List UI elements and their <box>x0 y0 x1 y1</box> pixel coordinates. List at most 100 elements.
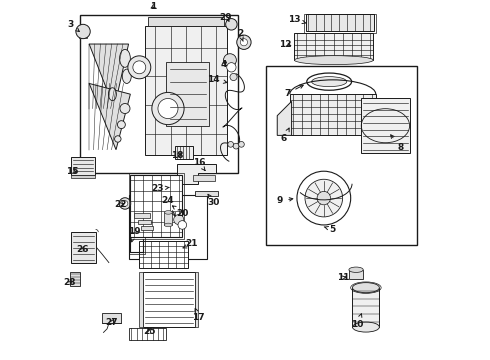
Bar <box>134 213 150 218</box>
Polygon shape <box>277 102 292 135</box>
Bar <box>143 271 195 327</box>
Bar <box>139 271 143 327</box>
Text: 14: 14 <box>207 75 227 84</box>
Ellipse shape <box>349 267 363 273</box>
Text: 28: 28 <box>63 279 75 288</box>
Bar <box>138 220 151 224</box>
Text: 23: 23 <box>151 184 169 193</box>
Bar <box>139 241 188 268</box>
Text: 24: 24 <box>161 197 175 216</box>
Bar <box>164 212 172 225</box>
Circle shape <box>230 73 237 81</box>
Bar <box>71 175 95 178</box>
Text: 19: 19 <box>128 226 141 242</box>
Circle shape <box>227 63 236 72</box>
Circle shape <box>226 19 237 30</box>
Circle shape <box>152 93 184 125</box>
Bar <box>130 175 182 238</box>
Text: 26: 26 <box>76 245 89 254</box>
Circle shape <box>239 141 245 147</box>
Bar <box>128 194 207 259</box>
Bar <box>141 226 152 230</box>
Ellipse shape <box>312 77 347 87</box>
Text: 27: 27 <box>105 318 118 327</box>
Circle shape <box>228 141 234 147</box>
Bar <box>79 32 87 37</box>
Bar <box>128 173 184 239</box>
Polygon shape <box>177 164 217 184</box>
Circle shape <box>133 61 146 74</box>
Bar <box>267 66 417 245</box>
Text: 18: 18 <box>172 151 184 160</box>
Circle shape <box>158 99 178 118</box>
Circle shape <box>237 35 251 49</box>
Ellipse shape <box>164 211 172 214</box>
Text: 2: 2 <box>237 30 244 41</box>
Bar <box>306 14 374 31</box>
Circle shape <box>173 215 184 225</box>
Text: 21: 21 <box>183 239 198 248</box>
Circle shape <box>128 56 151 79</box>
Circle shape <box>297 171 351 225</box>
Bar <box>362 98 410 153</box>
Text: 15: 15 <box>66 167 78 176</box>
Circle shape <box>317 192 331 205</box>
Bar <box>145 26 227 155</box>
Text: 5: 5 <box>324 225 336 234</box>
Text: 16: 16 <box>193 158 205 171</box>
Ellipse shape <box>294 56 373 65</box>
Text: 4: 4 <box>220 60 227 69</box>
Bar <box>193 175 215 181</box>
Bar <box>195 190 218 196</box>
Text: 22: 22 <box>114 200 126 209</box>
Ellipse shape <box>115 136 121 142</box>
Bar <box>352 288 379 327</box>
Circle shape <box>305 179 343 217</box>
Circle shape <box>76 24 90 39</box>
Ellipse shape <box>120 49 130 67</box>
Circle shape <box>240 39 247 46</box>
Ellipse shape <box>108 88 117 101</box>
Bar <box>290 94 376 135</box>
Text: 25: 25 <box>143 327 156 336</box>
Text: 8: 8 <box>391 135 404 152</box>
Ellipse shape <box>352 322 379 332</box>
Bar <box>148 17 223 26</box>
Text: 29: 29 <box>220 13 232 22</box>
Text: 12: 12 <box>279 40 292 49</box>
Bar <box>175 146 193 159</box>
Text: 20: 20 <box>172 206 189 218</box>
Text: 6: 6 <box>281 128 289 144</box>
Ellipse shape <box>307 73 352 90</box>
Circle shape <box>178 221 187 229</box>
Text: 30: 30 <box>208 194 220 207</box>
Bar <box>71 232 96 262</box>
Bar <box>294 33 373 60</box>
Text: 9: 9 <box>277 197 293 206</box>
Bar <box>195 271 198 327</box>
Bar <box>70 272 80 286</box>
Bar <box>80 15 238 173</box>
Ellipse shape <box>352 283 379 293</box>
Bar <box>102 314 122 324</box>
Text: 3: 3 <box>67 20 79 32</box>
Text: 17: 17 <box>192 309 205 321</box>
Bar <box>304 14 376 33</box>
Polygon shape <box>89 44 128 108</box>
Text: 13: 13 <box>288 15 306 24</box>
Circle shape <box>233 143 239 149</box>
Circle shape <box>119 198 131 209</box>
Circle shape <box>223 54 236 67</box>
Ellipse shape <box>120 104 130 113</box>
Text: 10: 10 <box>351 314 364 329</box>
Text: 11: 11 <box>337 273 349 282</box>
Ellipse shape <box>118 121 125 129</box>
Text: 7: 7 <box>284 85 303 98</box>
Circle shape <box>122 201 128 206</box>
Ellipse shape <box>164 223 172 227</box>
Bar <box>71 157 95 175</box>
Polygon shape <box>89 84 130 150</box>
Bar <box>128 328 166 339</box>
Ellipse shape <box>122 69 131 84</box>
Text: 1: 1 <box>150 2 157 11</box>
